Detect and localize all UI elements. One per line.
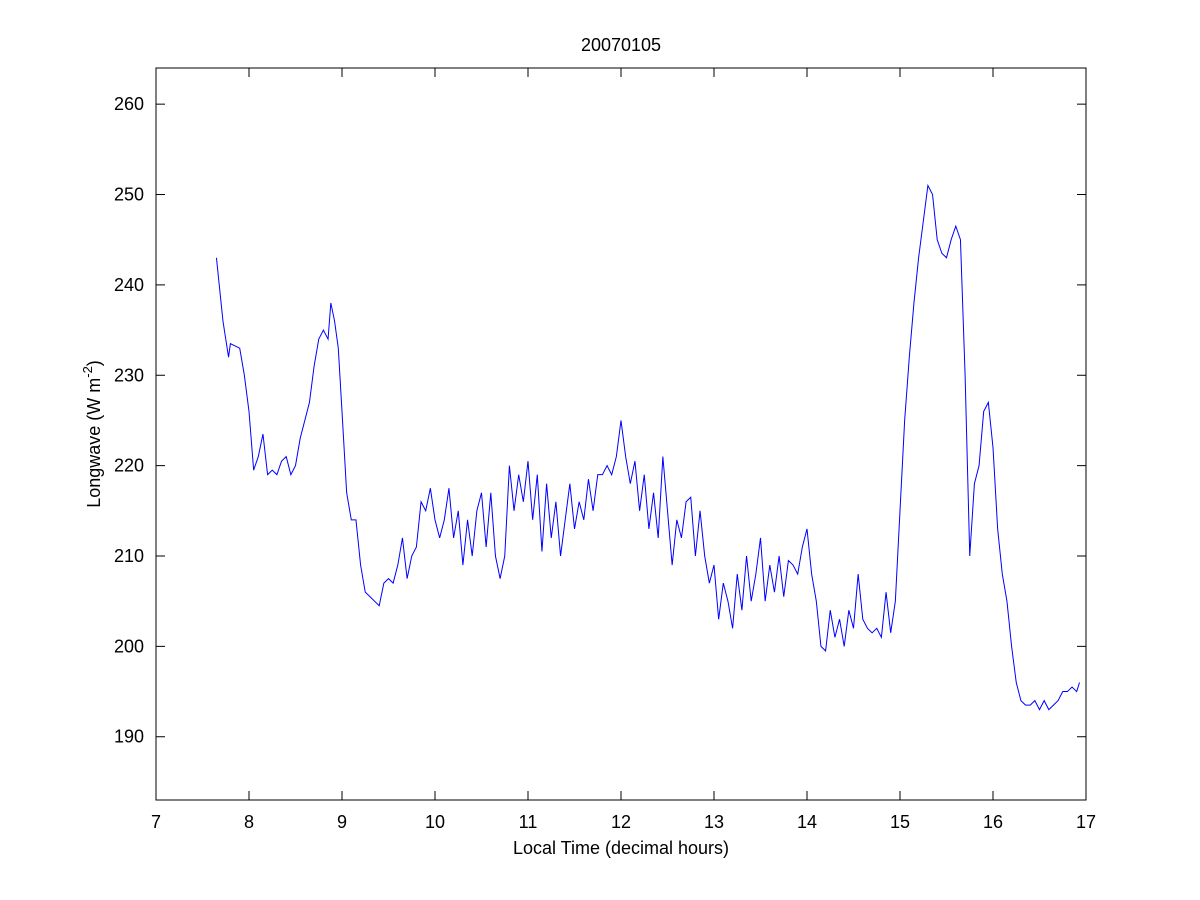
y-label-main: Longwave (W m	[84, 378, 104, 508]
x-tick-label: 9	[337, 812, 347, 832]
y-tick-label: 230	[114, 365, 144, 385]
x-tick-label: 13	[704, 812, 724, 832]
data-line	[215, 183, 1080, 711]
plot-area	[155, 67, 1087, 801]
y-tick-label: 250	[114, 185, 144, 205]
y-tick-label: 200	[114, 636, 144, 656]
y-tick-label: 260	[114, 94, 144, 114]
y-tick-label: 240	[114, 275, 144, 295]
x-tick-label: 8	[244, 812, 254, 832]
y-label-superscript: -2	[80, 366, 95, 378]
x-tick-label: 14	[797, 812, 817, 832]
x-tick-label: 7	[151, 812, 161, 832]
x-axis-label: Local Time (decimal hours)	[513, 838, 729, 858]
x-tick-label: 15	[890, 812, 910, 832]
y-tick-label: 220	[114, 456, 144, 476]
x-tick-label: 17	[1076, 812, 1096, 832]
y-label-end: )	[84, 360, 104, 366]
chart-title: 20070105	[581, 35, 661, 55]
y-tick-label: 190	[114, 727, 144, 747]
x-tick-label: 16	[983, 812, 1003, 832]
x-tick-label: 10	[425, 812, 445, 832]
y-axis-label: Longwave (W m-2)	[80, 360, 104, 508]
x-tick-label: 12	[611, 812, 631, 832]
y-tick-label: 210	[114, 546, 144, 566]
x-tick-label: 11	[519, 812, 538, 832]
